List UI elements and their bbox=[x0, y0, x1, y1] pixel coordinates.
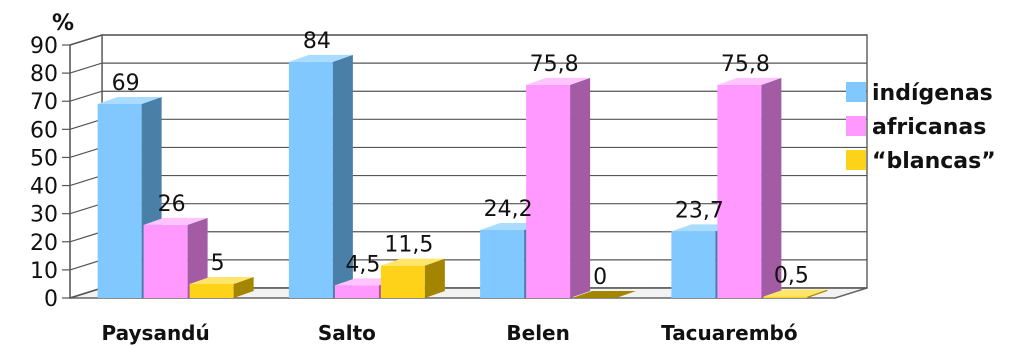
bar-front bbox=[763, 296, 808, 298]
bar-front bbox=[143, 224, 188, 298]
bar-side bbox=[807, 289, 828, 298]
data-label: 24,2 bbox=[484, 197, 533, 222]
category-label: Salto bbox=[318, 321, 376, 345]
legend: indígenas africanas “blancas” bbox=[846, 81, 996, 174]
bar-front bbox=[380, 265, 425, 298]
data-label: 5 bbox=[211, 251, 225, 276]
bar bbox=[288, 54, 353, 298]
bar-side bbox=[332, 54, 353, 298]
bar bbox=[717, 77, 782, 298]
bar-top bbox=[526, 77, 591, 85]
data-label: 0 bbox=[593, 265, 607, 290]
gridline bbox=[69, 90, 867, 102]
bar bbox=[143, 217, 208, 298]
bar-front bbox=[97, 104, 142, 299]
legend-entry: africanas bbox=[872, 115, 986, 140]
bar bbox=[572, 291, 637, 298]
bar-top bbox=[380, 258, 445, 266]
data-label: 69 bbox=[112, 71, 140, 96]
category-label: Paysandú bbox=[102, 321, 210, 345]
y-tick-label: 10 bbox=[30, 259, 58, 284]
y-tick-label: 70 bbox=[30, 90, 58, 115]
bar-front bbox=[717, 84, 762, 298]
bars bbox=[97, 54, 828, 299]
y-tick-label: 90 bbox=[30, 34, 58, 59]
y-tick-label: 30 bbox=[30, 203, 58, 228]
category-label: Belen bbox=[506, 321, 569, 345]
bar-front bbox=[480, 229, 525, 298]
data-labels: 69 26 5 84 4,511,5 24,2 75,8 0 23,7 75,8 0,5 bbox=[112, 29, 809, 290]
y-tick-label: 80 bbox=[30, 62, 58, 87]
bar bbox=[763, 289, 828, 298]
legend-entry: indígenas bbox=[872, 81, 993, 106]
data-label: 75,8 bbox=[530, 52, 579, 77]
bar-top bbox=[288, 54, 353, 62]
data-label: 11,5 bbox=[384, 233, 433, 258]
y-unit-label: % bbox=[52, 11, 74, 36]
y-tick-label: 60 bbox=[30, 118, 58, 143]
gridline bbox=[69, 34, 867, 46]
bar bbox=[189, 276, 254, 298]
data-label: 84 bbox=[303, 29, 331, 54]
bar-top bbox=[763, 289, 828, 297]
y-axis-ticks: 0 10 20 30 40 50 60 70 80 90 bbox=[30, 34, 71, 312]
data-label: 4,5 bbox=[345, 252, 380, 277]
legend-swatch bbox=[846, 116, 866, 136]
bar-top bbox=[143, 217, 208, 225]
bar-side bbox=[187, 217, 208, 298]
side-wall bbox=[69, 33, 103, 300]
legend-swatch bbox=[846, 82, 866, 102]
bar-front bbox=[288, 61, 333, 298]
bar-side bbox=[761, 77, 782, 298]
bar bbox=[380, 258, 445, 298]
legend-swatch bbox=[846, 150, 866, 170]
bar bbox=[526, 77, 591, 298]
legend-entry: “blancas” bbox=[872, 149, 996, 174]
bar-side bbox=[424, 258, 445, 298]
y-tick-label: 20 bbox=[30, 231, 58, 256]
bar-front bbox=[526, 84, 571, 298]
data-label: 26 bbox=[158, 192, 186, 217]
bar-top bbox=[717, 77, 782, 85]
gridline bbox=[69, 62, 867, 74]
bar-top bbox=[189, 276, 254, 284]
data-label: 0,5 bbox=[774, 264, 809, 289]
y-tick-label: 0 bbox=[44, 287, 58, 312]
bar-front bbox=[334, 285, 379, 298]
bar-front bbox=[189, 283, 234, 298]
data-label: 23,7 bbox=[675, 198, 724, 223]
category-labels: Paysandú Salto Belen Tacuarembó bbox=[102, 321, 798, 345]
data-label: 75,8 bbox=[721, 52, 770, 77]
y-tick-label: 50 bbox=[30, 146, 58, 171]
y-tick-label: 40 bbox=[30, 175, 58, 200]
bar-front bbox=[671, 231, 716, 298]
category-label: Tacuarembó bbox=[661, 321, 797, 345]
bar-side bbox=[233, 276, 254, 298]
bar-top bbox=[97, 97, 162, 105]
bar-top bbox=[572, 291, 637, 298]
bar-side bbox=[570, 77, 591, 298]
